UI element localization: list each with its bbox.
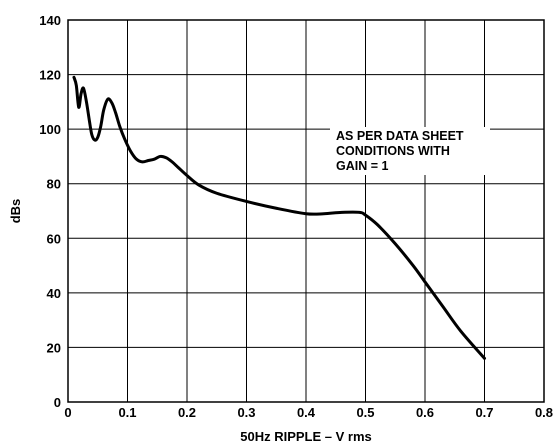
x-tick-label: 0.3 [237,405,255,420]
x-tick-label: 0.8 [535,405,553,420]
x-tick-label: 0.5 [356,405,374,420]
y-tick-label: 60 [47,231,61,246]
annotation-line-2: CONDITIONS WITH [336,144,450,158]
x-tick-label: 0.2 [178,405,196,420]
y-tick-label: 100 [39,122,61,137]
x-tick-labels: 0 0.1 0.2 0.3 0.4 0.5 0.6 0.7 0.8 [64,405,553,420]
annotation-line-1: AS PER DATA SHEET [336,129,464,143]
x-tick-label: 0.4 [297,405,316,420]
y-tick-label: 80 [47,177,61,192]
plot-frame [67,19,545,403]
x-axis-title: 50Hz RIPPLE – V rms [240,429,372,444]
y-axis-title: dBs [8,199,23,224]
x-tick-label: 0.7 [475,405,493,420]
y-tick-label: 40 [47,286,61,301]
y-tick-label: 120 [39,68,61,83]
annotation-line-3: GAIN = 1 [336,159,388,173]
y-tick-labels: 0 20 40 60 80 100 120 140 [39,13,61,410]
x-tick-label: 0.6 [416,405,434,420]
y-tick-label: 20 [47,340,61,355]
y-tick-label: 0 [54,395,61,410]
y-tick-label: 140 [39,13,61,28]
x-tick-label: 0 [64,405,71,420]
annotation-background [330,127,490,175]
series-line [72,75,486,360]
grid [68,20,544,402]
x-tick-label: 0.1 [118,405,136,420]
